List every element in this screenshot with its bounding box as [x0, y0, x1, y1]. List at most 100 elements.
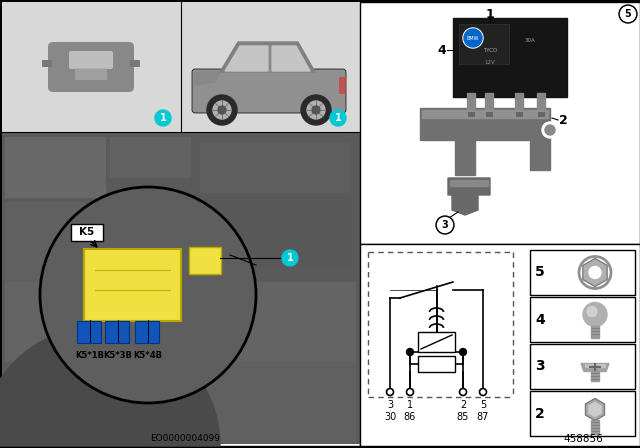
Bar	[110, 137, 190, 177]
Text: 30: 30	[384, 412, 396, 422]
Bar	[467, 93, 475, 115]
Circle shape	[282, 250, 298, 266]
Bar	[2, 2, 360, 446]
Text: TYCO: TYCO	[483, 47, 497, 52]
Text: 5: 5	[625, 9, 632, 19]
Circle shape	[464, 29, 482, 47]
Text: 85: 85	[457, 412, 469, 422]
Bar	[180, 197, 350, 267]
Bar	[2, 2, 360, 132]
FancyBboxPatch shape	[459, 24, 509, 64]
FancyBboxPatch shape	[77, 321, 101, 343]
Bar	[530, 344, 635, 389]
Circle shape	[330, 110, 346, 126]
Polygon shape	[589, 402, 601, 417]
Bar	[422, 110, 548, 118]
Wedge shape	[0, 326, 220, 446]
Circle shape	[587, 306, 597, 316]
Polygon shape	[448, 178, 490, 215]
Circle shape	[589, 267, 601, 279]
Bar	[591, 327, 599, 339]
FancyBboxPatch shape	[453, 18, 567, 97]
Bar	[591, 371, 599, 382]
Polygon shape	[220, 42, 315, 72]
Circle shape	[40, 187, 256, 403]
FancyBboxPatch shape	[105, 321, 129, 343]
Text: K5: K5	[79, 227, 95, 237]
Circle shape	[619, 5, 637, 23]
Bar	[537, 93, 545, 115]
Text: 12V: 12V	[484, 60, 495, 65]
Bar	[450, 180, 488, 186]
Text: K5*1B: K5*1B	[76, 352, 104, 361]
Bar	[360, 244, 640, 446]
Bar	[200, 142, 350, 192]
Text: 2: 2	[559, 113, 568, 126]
Circle shape	[621, 7, 636, 22]
Text: 1: 1	[407, 400, 413, 410]
Circle shape	[213, 101, 231, 119]
Circle shape	[438, 217, 452, 233]
Text: 3: 3	[535, 359, 545, 374]
Text: 5: 5	[535, 266, 545, 280]
Bar	[485, 93, 493, 115]
Circle shape	[436, 216, 454, 234]
Bar	[360, 2, 640, 244]
Bar	[200, 362, 355, 442]
Bar	[418, 356, 455, 372]
FancyBboxPatch shape	[486, 112, 493, 117]
Text: 86: 86	[404, 412, 416, 422]
FancyBboxPatch shape	[48, 42, 134, 92]
Bar	[2, 132, 360, 444]
Text: EO0000004099: EO0000004099	[150, 434, 220, 443]
Polygon shape	[195, 72, 220, 85]
Circle shape	[155, 110, 171, 126]
Text: 30A: 30A	[525, 38, 536, 43]
Text: 4: 4	[438, 43, 446, 56]
Bar	[515, 93, 523, 115]
FancyBboxPatch shape	[130, 60, 140, 67]
Polygon shape	[225, 46, 268, 71]
Text: 1: 1	[287, 253, 293, 263]
FancyBboxPatch shape	[75, 68, 107, 80]
Text: 458856: 458856	[563, 434, 603, 444]
FancyBboxPatch shape	[189, 247, 221, 274]
FancyBboxPatch shape	[71, 224, 103, 241]
Bar	[530, 391, 635, 436]
Circle shape	[312, 106, 320, 114]
FancyBboxPatch shape	[84, 249, 181, 321]
Bar	[418, 332, 455, 352]
Bar	[530, 250, 635, 295]
Circle shape	[463, 28, 483, 48]
Text: 3: 3	[387, 400, 393, 410]
Text: 4: 4	[535, 313, 545, 327]
Circle shape	[460, 349, 467, 356]
Bar	[591, 421, 599, 435]
FancyBboxPatch shape	[192, 69, 346, 113]
Text: 1: 1	[159, 113, 166, 123]
Bar	[5, 137, 105, 197]
Bar	[585, 365, 605, 367]
Circle shape	[218, 106, 226, 114]
Bar	[5, 362, 185, 442]
Text: 3: 3	[442, 220, 449, 230]
FancyBboxPatch shape	[515, 112, 522, 117]
Text: 2: 2	[460, 400, 466, 410]
Polygon shape	[583, 258, 607, 287]
Circle shape	[406, 349, 413, 356]
FancyBboxPatch shape	[42, 60, 52, 67]
Text: K5*4B: K5*4B	[134, 352, 163, 361]
Text: 87: 87	[477, 412, 489, 422]
Circle shape	[307, 101, 325, 119]
Circle shape	[542, 122, 558, 138]
Bar	[5, 202, 85, 282]
Bar	[530, 297, 635, 342]
Bar	[5, 282, 355, 362]
Polygon shape	[586, 399, 605, 421]
Text: K5*3B: K5*3B	[104, 352, 132, 361]
Circle shape	[583, 302, 607, 327]
Polygon shape	[581, 363, 609, 371]
Text: 1: 1	[335, 113, 341, 123]
Polygon shape	[420, 108, 550, 175]
Text: 2: 2	[535, 406, 545, 421]
